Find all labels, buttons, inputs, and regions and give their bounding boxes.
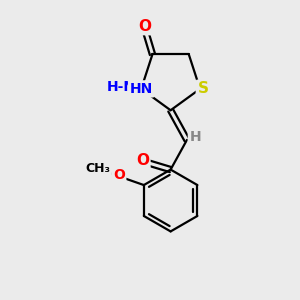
Text: CH₃: CH₃ [85,163,110,176]
Text: H: H [189,130,201,144]
Text: S: S [197,81,208,96]
Text: O: O [113,168,125,182]
Text: O: O [136,153,149,168]
Text: O: O [138,19,151,34]
Text: H-N: H-N [107,80,136,94]
Text: HN: HN [130,82,153,96]
